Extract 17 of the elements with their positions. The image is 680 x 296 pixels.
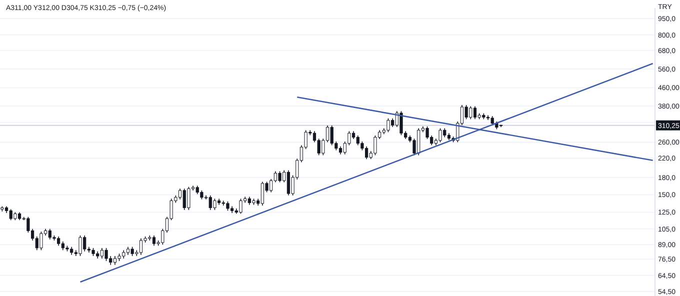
candlestick: [473, 106, 477, 120]
candlestick: [278, 170, 282, 183]
candlestick: [152, 235, 156, 246]
candlestick: [139, 238, 143, 256]
candlestick: [426, 126, 429, 140]
candlestick: [438, 128, 442, 143]
candlestick: [486, 114, 490, 120]
candlestick: [386, 118, 390, 133]
candlestick: [364, 146, 368, 160]
candlestick: [213, 198, 216, 210]
candlestick: [286, 170, 290, 196]
candlestick: [400, 110, 403, 136]
candlestick: [374, 135, 377, 156]
candlestick: [226, 200, 230, 212]
candlestick: [104, 248, 108, 262]
candlestick: [239, 198, 242, 214]
candlestick: [78, 235, 82, 256]
